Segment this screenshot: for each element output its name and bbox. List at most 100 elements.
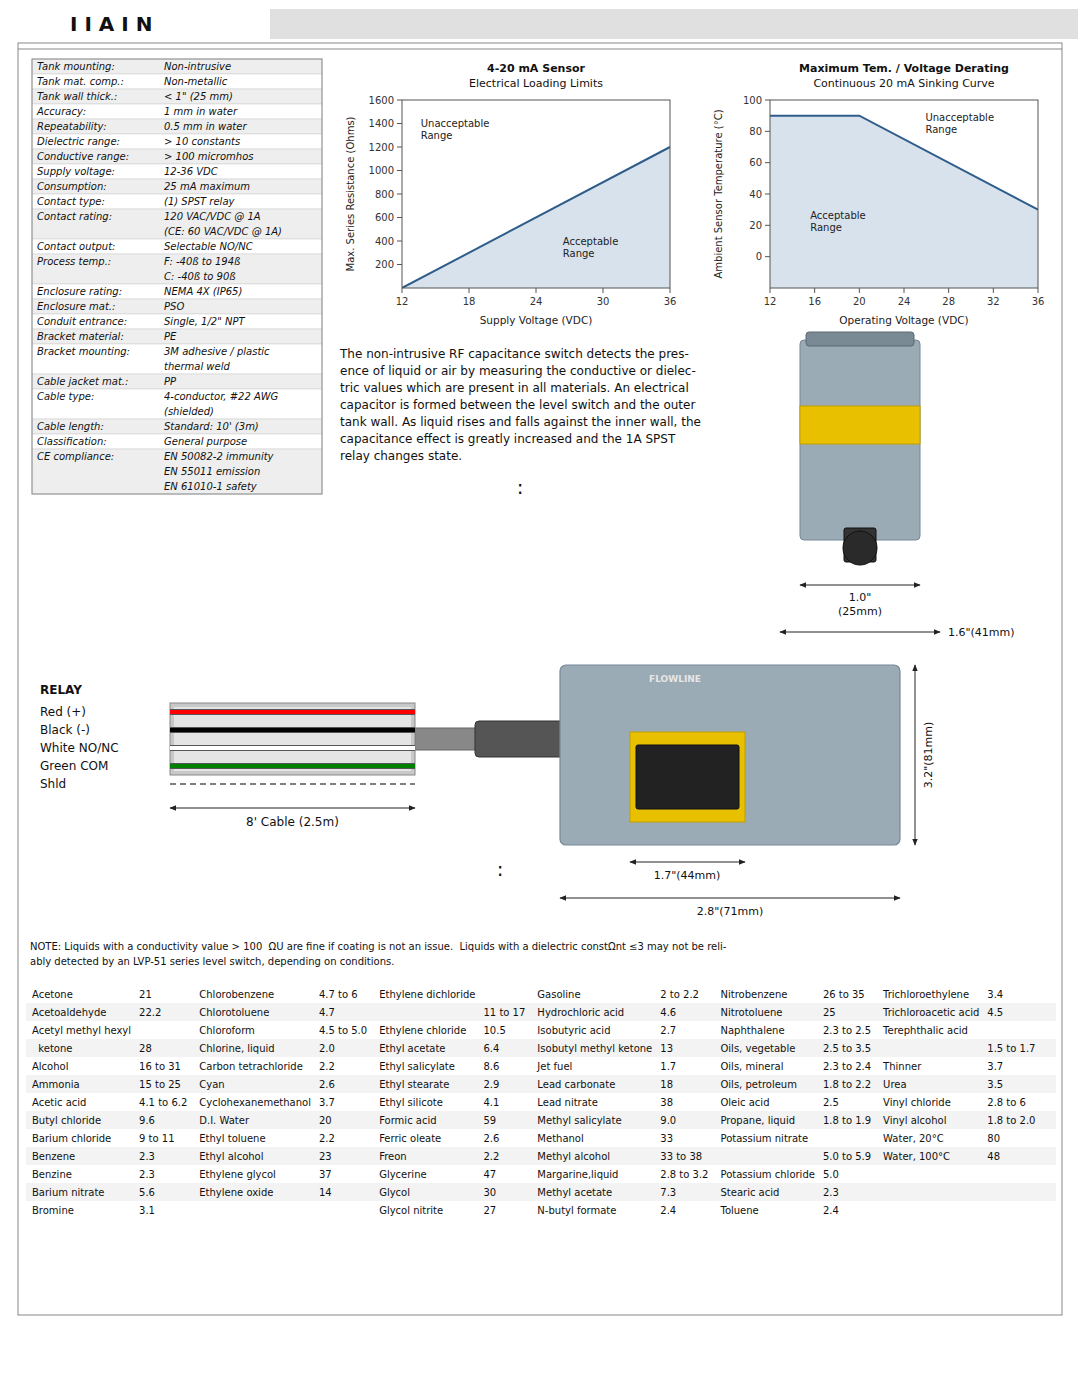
material-name: Vinyl alcohol [883,1115,946,1126]
material-name: Ethylene oxide [199,1187,273,1198]
material-name: Glycerine [379,1169,426,1180]
material-name: Propane, liquid [720,1115,795,1126]
table-row-band [26,1183,1056,1201]
dielectric-value: 2.5 [823,1097,839,1108]
material-name: Methyl salicylate [537,1115,621,1126]
specs-label: Contact type: [37,196,105,207]
text-line: Range [563,248,595,259]
y-tick [765,162,770,163]
specs-value: Non-intrusive [164,61,231,72]
specs-label: Enclosure rating: [37,286,122,297]
specs-row [32,344,322,374]
header-bar [270,9,1078,39]
x-tick-label: 36 [1032,296,1045,307]
dielectric-value: 1.7 [660,1061,676,1072]
x-tick [814,288,815,293]
specs-label: Conduit entrance: [37,316,127,327]
dielectric-value: 2.8 to 6 [987,1097,1026,1108]
dielectric-value: 23 [319,1151,332,1162]
material-name: Chlorotoluene [199,1007,269,1018]
sensor-top-diagram [800,332,920,565]
dielectric-value: 4.1 [484,1097,500,1108]
y-tick-label: 1200 [369,142,394,153]
y-tick-label: 200 [375,259,394,270]
text-line: Acceptable [563,236,619,247]
x-tick [603,288,604,293]
material-name: Bromine [32,1205,74,1216]
dielectric-value: 2.2 [484,1151,500,1162]
specs-value: 0.5 mm in water [164,121,247,132]
dielectric-value: 9.0 [660,1115,676,1126]
wire [170,783,415,785]
material-name: Naphthalene [720,1025,784,1036]
table-row-band [26,1039,1056,1057]
specs-value: 4-conductor, #22 AWG(shielded) [164,391,279,417]
description-line: tank wall. As liquid rises and falls aga… [340,415,701,429]
y-tick-label: 1600 [369,95,394,106]
description-line: relay changes state. [340,449,462,463]
material-name: Ethylene chloride [379,1025,466,1036]
material-name: Ferric oleate [379,1133,441,1144]
y-tick [397,217,402,218]
annotation: UnacceptableRange [421,118,490,141]
y-axis-label: Max. Series Resistance (Ohms) [345,116,356,271]
material-name: Oils, vegetable [720,1043,795,1054]
material-name: Nitrotoluene [720,1007,782,1018]
sensor-window [636,745,739,809]
specs-label: Cable length: [37,421,104,432]
x-tick-label: 16 [808,296,821,307]
specs-value: 3M adhesive / plasticthermal weld [164,346,270,372]
description-line: The non-intrusive RF capacitance switch … [339,347,689,361]
dielectric-value: 28 [139,1043,152,1054]
dielectric-value: 25 [823,1007,836,1018]
dielectric-value: 2.6 [484,1133,500,1144]
wire [170,764,415,768]
specs-value: General purpose [164,436,247,447]
x-tick-label: 12 [396,296,409,307]
dielectric-value: 4.5 [987,1007,1003,1018]
y-tick-label: 0 [756,251,762,262]
material-name: Acetic acid [32,1097,86,1108]
material-name: Acetone [32,989,73,1000]
material-name: Methyl alcohol [537,1151,610,1162]
description-line: capacitance effect is greatly increased … [340,432,676,446]
table-row-band [26,1003,1056,1021]
x-tick [993,288,994,293]
specs-row [32,299,322,314]
text-line: 120 VAC/VDC @ 1A [164,211,261,222]
text-line: EN 61010-1 safety [164,481,258,492]
specs-value: 120 VAC/VDC @ 1A(CE: 60 VAC/VDC @ 1A) [164,211,282,237]
y-tick-label: 600 [375,212,394,223]
y-tick-label: 100 [743,95,762,106]
area-fill [770,116,1038,288]
material-name: Carbon tetrachloride [199,1061,303,1072]
relay-heading: RELAY [40,683,82,697]
plot-area [402,147,670,288]
dielectric-value: 11 to 17 [484,1007,526,1018]
dielectric-value: 16 to 31 [139,1061,181,1072]
dielectric-value: 20 [319,1115,332,1126]
dielectric-value: 1.8 to 2.2 [823,1079,871,1090]
x-tick-label: 12 [764,296,777,307]
chart-subtitle: Electrical Loading Limits [469,77,603,90]
specs-row [32,209,322,239]
material-name: N-butyl formate [537,1205,616,1216]
dielectric-value: 14 [319,1187,332,1198]
dielectric-value: 38 [660,1097,673,1108]
specs-value: EN 50082-2 immunityEN 55011 emissionEN 6… [164,451,275,492]
material-name: Ethyl acetate [379,1043,445,1054]
specs-row [32,374,322,389]
x-tick [770,288,771,293]
wire-outline [170,727,415,733]
specs-row [32,434,322,449]
x-axis-label: Supply Voltage (VDC) [480,314,593,326]
sensor-body [800,340,920,540]
dielectric-value: 4.5 to 5.0 [319,1025,367,1036]
specs-value: PE [164,331,177,342]
text-line: Range [925,124,957,135]
table-row-band [26,1075,1056,1093]
sensor-face [630,732,745,822]
material-name: Trichloroacetic acid [882,1007,979,1018]
dielectric-value: 2.6 [319,1079,335,1090]
specs-row [32,149,322,164]
